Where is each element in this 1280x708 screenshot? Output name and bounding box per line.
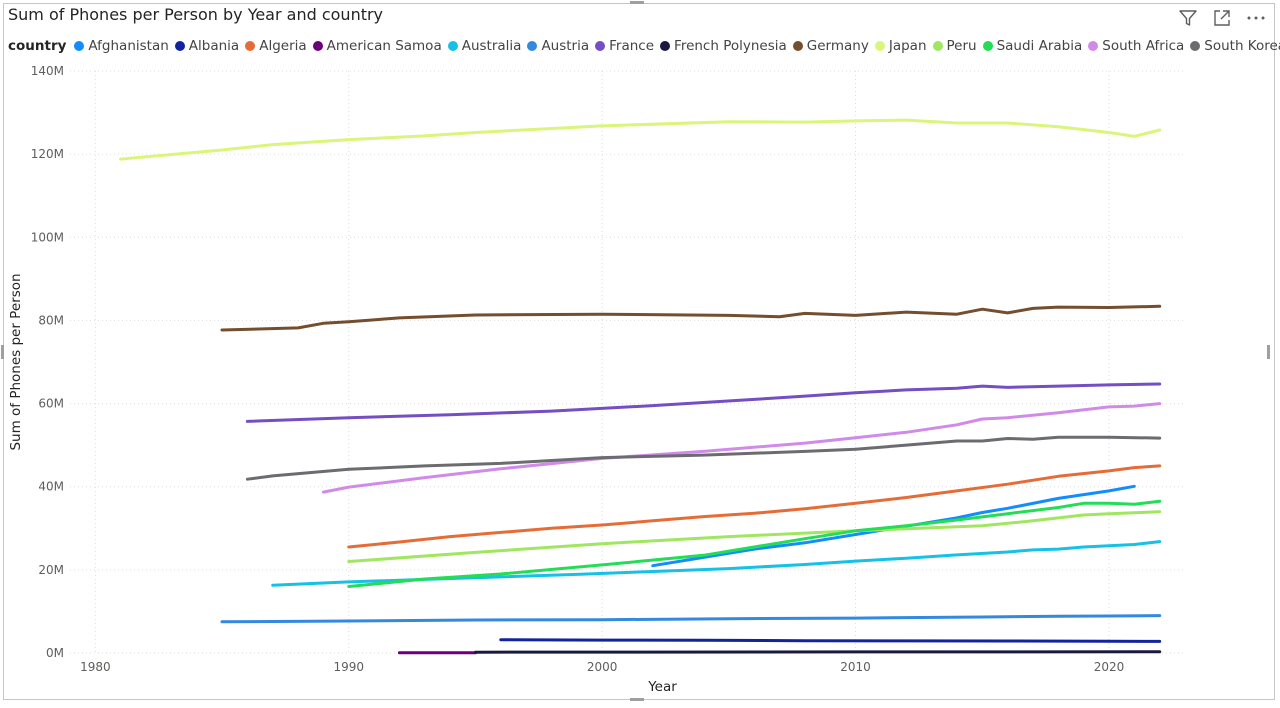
resize-handle-top[interactable]	[630, 1, 644, 4]
legend-item-afghanistan[interactable]: Afghanistan	[74, 38, 169, 54]
y-tick-label: 20M	[38, 563, 64, 577]
legend-item-japan[interactable]: Japan	[874, 38, 927, 54]
visual-header-toolbar	[1178, 8, 1266, 28]
legend-marker	[595, 41, 606, 51]
legend-label: Germany	[806, 38, 869, 54]
series-line-austria	[220, 614, 1162, 624]
legend-label: Peru	[946, 38, 977, 54]
y-tick-label: 60M	[38, 397, 64, 411]
legend-marker	[874, 41, 885, 51]
legend-label: Austria	[541, 38, 590, 54]
y-tick-label: 40M	[38, 480, 64, 494]
legend-item-albania[interactable]: Albania	[174, 38, 240, 54]
legend-item-south-africa[interactable]: South Africa	[1088, 38, 1184, 54]
legend-label: Albania	[188, 38, 240, 54]
chart-legend: country Afghanistan Albania Algeria America…	[8, 37, 1280, 55]
legend-marker	[1088, 41, 1099, 51]
legend-marker	[74, 41, 85, 51]
legend-marker	[660, 41, 671, 51]
legend-label: Saudi Arabia	[996, 38, 1083, 54]
legend-marker	[982, 41, 993, 51]
legend-marker	[1190, 41, 1201, 51]
legend-item-saudi-arabia[interactable]: Saudi Arabia	[982, 38, 1083, 54]
focus-mode-icon[interactable]	[1212, 8, 1232, 28]
legend-label: Algeria	[259, 38, 307, 54]
legend-item-french-polynesia[interactable]: French Polynesia	[660, 38, 787, 54]
series-line-australia	[271, 540, 1162, 587]
legend-marker	[792, 41, 803, 51]
legend-label: South Korea	[1204, 38, 1280, 54]
filter-icon[interactable]	[1178, 8, 1198, 28]
series-line-peru	[347, 510, 1162, 563]
legend-label: American Samoa	[326, 38, 442, 54]
x-tick-label: 2020	[1094, 660, 1125, 674]
series-line-germany	[220, 304, 1162, 332]
legend-item-south-korea[interactable]: South Korea	[1190, 38, 1280, 54]
legend-label: South Africa	[1102, 38, 1185, 54]
legend-item-austria[interactable]: Austria	[527, 38, 589, 54]
x-tick-label: 1980	[80, 660, 111, 674]
y-tick-label: 80M	[38, 313, 64, 327]
x-axis-title: Year	[647, 679, 677, 695]
series-line-south-africa	[321, 402, 1162, 494]
series-line-south-korea	[245, 435, 1162, 481]
resize-handle-left[interactable]	[1, 345, 4, 359]
legend-marker	[312, 41, 323, 51]
legend-item-germany[interactable]: Germany	[792, 38, 869, 54]
legend-label: French Polynesia	[674, 38, 787, 54]
x-tick-label: 1990	[333, 660, 364, 674]
series-line-france	[245, 382, 1162, 423]
y-tick-label: 100M	[31, 230, 64, 244]
legend-label: France	[609, 38, 655, 54]
x-tick-label: 2000	[587, 660, 618, 674]
legend-label: Afghanistan	[88, 38, 169, 54]
more-options-icon[interactable]	[1246, 8, 1266, 28]
resize-handle-bottom[interactable]	[630, 698, 644, 701]
legend-label: Japan	[888, 38, 927, 54]
series-line-albania	[499, 638, 1162, 643]
legend-marker	[527, 41, 538, 51]
legend-item-algeria[interactable]: Algeria	[245, 38, 307, 54]
y-tick-label: 120M	[31, 147, 64, 161]
visual-container[interactable]	[3, 3, 1275, 700]
legend-marker	[174, 41, 185, 51]
series-line-saudi-arabia	[347, 499, 1162, 588]
legend-item-france[interactable]: France	[595, 38, 654, 54]
legend-item-peru[interactable]: Peru	[932, 38, 977, 54]
legend-marker	[245, 41, 256, 51]
x-tick-label: 2010	[840, 660, 871, 674]
legend-title: country	[8, 38, 67, 54]
series-line-algeria	[347, 464, 1162, 549]
legend-item-american-samoa[interactable]: American Samoa	[312, 38, 442, 54]
series-line-japan	[119, 118, 1162, 161]
legend-label: Australia	[461, 38, 522, 54]
y-tick-label: 140M	[31, 64, 64, 78]
legend-marker	[932, 41, 943, 51]
resize-handle-right[interactable]	[1267, 345, 1270, 359]
legend-marker	[447, 41, 458, 51]
y-tick-label: 0M	[46, 646, 64, 660]
legend-item-australia[interactable]: Australia	[447, 38, 522, 54]
y-axis-title: Sum of Phones per Person	[8, 273, 24, 450]
chart-title: Sum of Phones per Person by Year and cou…	[8, 5, 384, 24]
